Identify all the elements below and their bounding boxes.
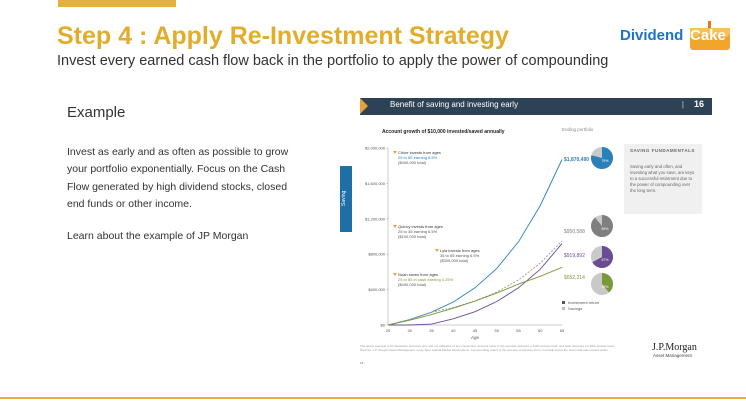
y-tick-label: $800,000 [368, 252, 385, 257]
x-tick-label: 65 [560, 328, 565, 333]
x-tick-label: 55 [516, 328, 521, 333]
x-tick-label: 60 [538, 328, 543, 333]
series-line-chloe [387, 159, 563, 326]
logo-text-dividend: Dividend [620, 27, 684, 44]
jpmorgan-logo: J.P.Morgan [652, 342, 697, 353]
saving-fundamentals-box: SAVING FUNDAMENTALS Saving early and oft… [624, 144, 702, 214]
annotation-chloe: Chloe invests from ages [398, 150, 441, 155]
annotation-marker [393, 273, 397, 276]
chart-title: Account growth of $10,000 invested/saved… [382, 129, 505, 135]
annotation-quincy: 25 to 35 earning 6.5% [398, 229, 438, 234]
saving-side-tab: Saving [340, 166, 352, 232]
fundamentals-body: Saving early and often, and investing wh… [630, 164, 695, 193]
annotation-noah: ($400,000 total) [398, 282, 427, 287]
embedded-page-footer: 16 [360, 361, 364, 365]
x-tick-label: 30 [408, 328, 413, 333]
embedded-header: Benefit of saving and investing early | … [360, 98, 712, 115]
legend-label-savings: Savings [568, 306, 582, 311]
chart-footnote: The above example is for illustrative pu… [360, 344, 616, 352]
annotation-noah: Noah saves from ages [398, 272, 438, 277]
annotation-lyla: ($300,000 total) [440, 258, 469, 263]
page-subtitle: Invest every earned cash flow back in th… [57, 53, 609, 69]
embedded-header-title: Benefit of saving and investing early [390, 100, 519, 109]
annotation-marker [435, 249, 439, 252]
x-tick-label: 35 [429, 328, 434, 333]
example-body: Invest as early and as often as possible… [67, 146, 289, 210]
x-tick-label: 40 [451, 328, 456, 333]
example-heading: Example [67, 104, 126, 121]
annotation-chloe: ($400,000 total) [398, 160, 427, 165]
dividend-cake-logo: Dividend Cake [620, 18, 738, 62]
ending-value-label: $1,870,490 [564, 157, 589, 163]
pie-percent-label: 89% [601, 227, 608, 231]
embedded-page-number: 16 [693, 99, 704, 109]
y-tick-label: $1,600,000 [365, 181, 386, 186]
pie-investment-slice [591, 147, 614, 169]
legend-swatch-investment [562, 301, 565, 304]
pie-investment-slice [592, 246, 613, 268]
embedded-slide: Benefit of saving and investing early | … [340, 96, 720, 368]
ending-value-label: $919,892 [564, 253, 585, 259]
embedded-header-separator: | [681, 100, 684, 109]
growth-chart: Account growth of $10,000 invested/saved… [365, 127, 614, 340]
cake-icon [690, 21, 730, 50]
annotation-quincy: ($100,000 total) [398, 234, 427, 239]
y-tick-label: $400,000 [368, 287, 385, 292]
pie-percent-label: 39% [601, 285, 608, 289]
fundamentals-title: SAVING FUNDAMENTALS [630, 148, 695, 153]
top-accent-bar [58, 0, 176, 7]
legend-swatch-savings [562, 307, 565, 310]
ending-portfolio-label: Ending portfolio [562, 127, 594, 132]
y-tick-label: $2,000,000 [365, 146, 386, 151]
annotation-marker [393, 151, 397, 154]
annotation-noah: 25 to 65 in cash earning 3.25% [398, 277, 454, 282]
x-tick-label: 50 [495, 328, 500, 333]
ending-value-label: $652,214 [564, 275, 585, 281]
series-line-lyla [388, 243, 563, 326]
annotation-lyla: Lyla invests from ages [440, 248, 480, 253]
x-axis-label: Age [471, 335, 480, 340]
annotation-marker [393, 225, 397, 228]
logo-text-cake: Cake [690, 27, 726, 44]
annotation-lyla: 35 to 65 earning 6.5% [440, 253, 480, 258]
ending-value-label: $950,588 [564, 229, 585, 235]
annotation-chloe: 25 to 65 earning 6.5% [398, 155, 438, 160]
pie-investment-slice [602, 273, 614, 293]
chevron-right-icon [360, 98, 368, 114]
pie-percent-label: 79% [601, 159, 608, 163]
annotation-quincy: Quincy invests from ages [398, 224, 443, 229]
x-tick-label: 45 [473, 328, 478, 333]
x-tick-label: 25 [386, 328, 391, 333]
jpmorgan-logo-sub: Asset Management [653, 353, 692, 358]
bottom-accent-bar [0, 397, 746, 399]
legend-label-investment: Investment return [568, 300, 599, 305]
pie-percent-label: 67% [601, 258, 608, 262]
pie-investment-slice [590, 215, 613, 237]
y-tick-label: $1,200,000 [365, 216, 386, 221]
y-tick-label: $0 [381, 323, 386, 328]
series-line-noah [387, 266, 563, 326]
page-title: Step 4 : Apply Re-Investment Strategy [57, 22, 509, 50]
example-link-text: Learn about the example of JP Morgan [67, 230, 249, 242]
